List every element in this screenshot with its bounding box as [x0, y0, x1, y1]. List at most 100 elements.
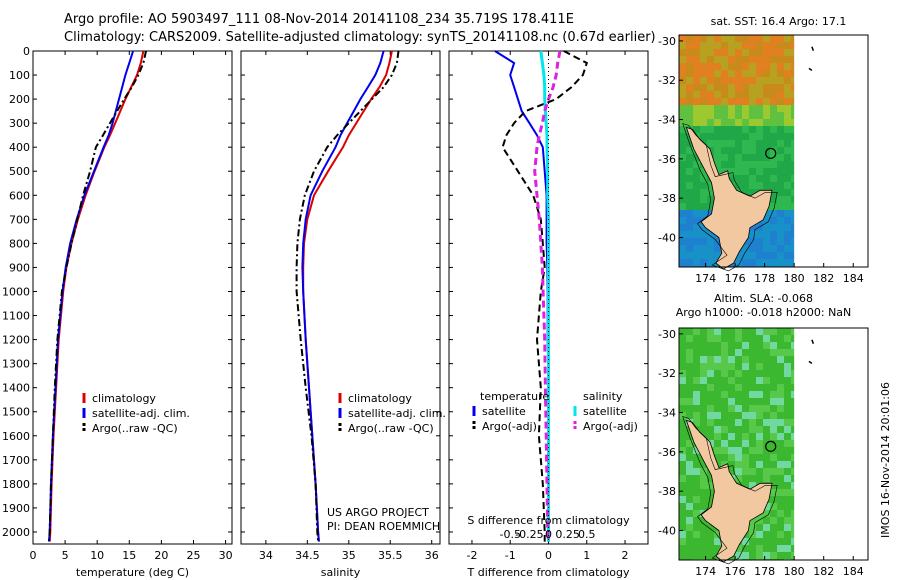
map-cell — [756, 238, 763, 245]
map-cell — [784, 398, 791, 405]
map-cell — [749, 517, 756, 524]
series-line-difference-4 — [533, 50, 562, 542]
map-cell — [707, 49, 714, 56]
map-xtick-label: 178 — [754, 565, 775, 578]
map-cell — [693, 489, 700, 496]
map-cell — [686, 70, 693, 77]
map-cell — [770, 475, 777, 482]
map-cell — [707, 363, 714, 370]
map-cell — [784, 175, 791, 182]
map-cell — [756, 168, 763, 175]
map-cell — [756, 440, 763, 447]
map-cell — [728, 35, 735, 42]
map-cell — [679, 356, 686, 363]
map-cell — [791, 447, 795, 454]
map-cell — [721, 356, 728, 363]
map-cell — [700, 349, 707, 356]
map-cell — [707, 412, 714, 419]
map-cell — [784, 224, 791, 231]
map-title-sla: Altim. SLA: -0.068 — [714, 292, 813, 305]
map-cell — [686, 259, 693, 266]
map-cell — [728, 405, 735, 412]
map-cell — [770, 503, 777, 510]
map-cell — [749, 426, 756, 433]
map-cell — [784, 510, 791, 517]
map-cell — [791, 49, 795, 56]
map-cell — [707, 433, 714, 440]
map-cell — [777, 433, 784, 440]
map-cell — [714, 426, 721, 433]
map-cell — [707, 119, 714, 126]
map-cell — [777, 356, 784, 363]
map-cell — [686, 238, 693, 245]
map-cell — [756, 84, 763, 91]
map-cell — [693, 552, 700, 559]
map-cell — [714, 84, 721, 91]
map-cell — [686, 210, 693, 217]
map-cell — [770, 140, 777, 147]
map-cell — [700, 405, 707, 412]
map-ytick-label: -32 — [658, 74, 676, 87]
map-cell — [693, 98, 700, 105]
map-cell — [777, 461, 784, 468]
map-cell — [763, 182, 770, 189]
map-cell — [686, 182, 693, 189]
map-cell — [777, 328, 784, 335]
map-cell — [693, 510, 700, 517]
map-cell — [693, 77, 700, 84]
map-cell — [756, 517, 763, 524]
map-cell — [777, 538, 784, 545]
map-cell — [777, 440, 784, 447]
map-cell — [749, 98, 756, 105]
map-cell — [756, 77, 763, 84]
legend-salinity-label: Argo(..raw -QC) — [348, 422, 434, 435]
map-cell — [693, 231, 700, 238]
map-cell — [770, 217, 777, 224]
island-mark — [808, 67, 813, 72]
map-cell — [770, 419, 777, 426]
map-cell — [770, 147, 777, 154]
map-cell — [763, 77, 770, 84]
map-ytick-label: -38 — [658, 192, 676, 205]
map-cell — [700, 384, 707, 391]
map-cell — [756, 245, 763, 252]
map-cell — [700, 517, 707, 524]
ytick-label-depth: 200 — [9, 93, 30, 106]
map-cell — [714, 154, 721, 161]
map-cell — [728, 112, 735, 119]
map-cell — [728, 384, 735, 391]
map-cell — [679, 503, 686, 510]
map-cell — [686, 98, 693, 105]
map-cell — [791, 63, 795, 70]
map-cell — [686, 217, 693, 224]
map-cell — [679, 552, 686, 559]
map-cell — [679, 203, 686, 210]
map-cell — [700, 552, 707, 559]
map-cell — [749, 126, 756, 133]
map-cell — [707, 35, 714, 42]
map-cell — [686, 252, 693, 259]
map-cell — [756, 147, 763, 154]
map-cell — [742, 356, 749, 363]
map-cell — [686, 175, 693, 182]
map-cell — [700, 545, 707, 552]
stick-label: 0 — [545, 528, 552, 541]
map-cell — [763, 524, 770, 531]
map-cell — [728, 98, 735, 105]
map-cell — [679, 84, 686, 91]
map-cell — [749, 133, 756, 140]
map-cell — [700, 377, 707, 384]
map-cell — [777, 105, 784, 112]
map-cell — [693, 475, 700, 482]
xtick-label-difference: -2 — [466, 549, 477, 562]
map-cell — [686, 119, 693, 126]
map-cell — [784, 154, 791, 161]
map-cell — [714, 370, 721, 377]
map-cell — [749, 77, 756, 84]
map-cell — [728, 49, 735, 56]
map-cell — [749, 42, 756, 49]
map-cell — [700, 252, 707, 259]
map-cell — [735, 63, 742, 70]
map-cell — [749, 342, 756, 349]
map-cell — [742, 245, 749, 252]
